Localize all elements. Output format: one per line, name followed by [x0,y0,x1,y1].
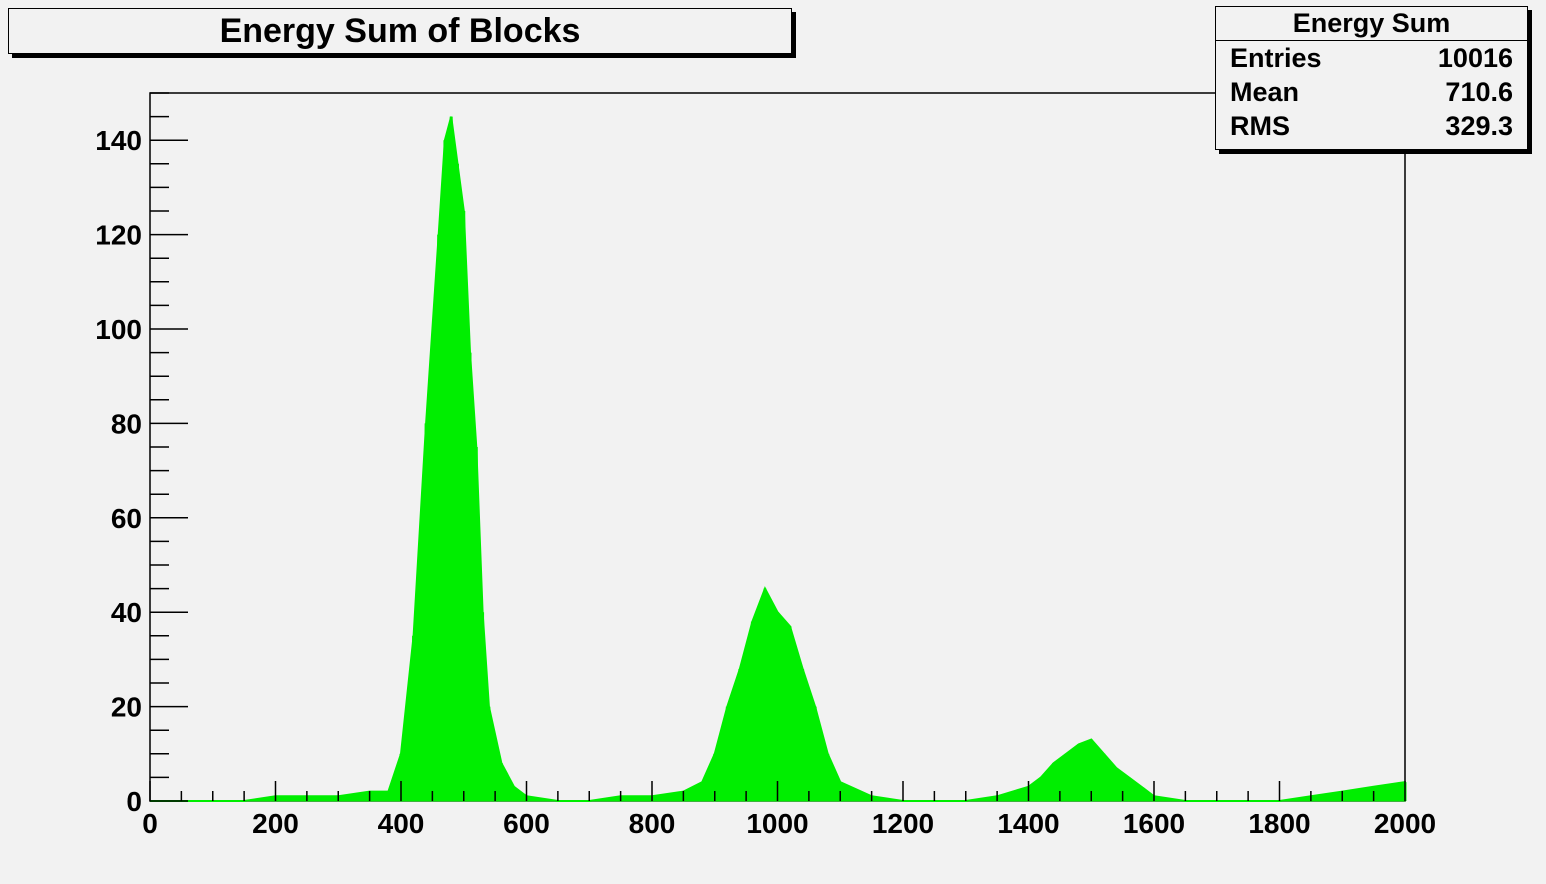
x-tick-label: 1000 [746,808,808,839]
stats-title: Energy Sum [1216,7,1527,41]
x-tick-label: 400 [378,808,425,839]
x-axis: 0 200 400 600 800 1000 1200 1400 1600 1800 2000 [142,781,1436,839]
stats-row-mean: Mean 710.6 [1216,75,1527,109]
stats-label: Mean [1230,76,1300,107]
y-tick-label: 80 [111,408,142,439]
x-tick-label: 1400 [997,808,1059,839]
y-tick-label: 40 [111,597,142,628]
stats-box: Energy Sum Entries 10016 Mean 710.6 RMS … [1215,6,1528,150]
x-tick-label: 600 [503,808,550,839]
histogram-marks [150,116,1407,802]
x-tick-label: 1800 [1248,808,1310,839]
x-tick-label: 2000 [1374,808,1436,839]
y-tick-label: 60 [111,503,142,534]
stats-value: 329.3 [1445,110,1513,141]
y-tick-label: 0 [126,786,142,817]
x-tick-label: 0 [142,808,158,839]
y-axis: 0 20 40 60 80 100 120 140 [95,92,188,817]
y-tick-label: 20 [111,692,142,723]
chart-title: Energy Sum of Blocks [8,8,792,54]
x-tick-label: 1200 [872,808,934,839]
y-tick-label: 100 [95,314,142,345]
x-tick-label: 1600 [1123,808,1185,839]
stats-value: 10016 [1437,42,1513,73]
x-tick-label: 800 [629,808,676,839]
stats-label: RMS [1230,110,1290,141]
stats-row-entries: Entries 10016 [1216,41,1527,75]
y-tick-label: 140 [95,125,142,156]
stats-row-rms: RMS 329.3 [1216,109,1527,143]
y-tick-label: 120 [95,220,142,251]
stats-label: Entries [1230,42,1322,73]
stats-value: 710.6 [1445,76,1513,107]
x-tick-label: 200 [252,808,299,839]
